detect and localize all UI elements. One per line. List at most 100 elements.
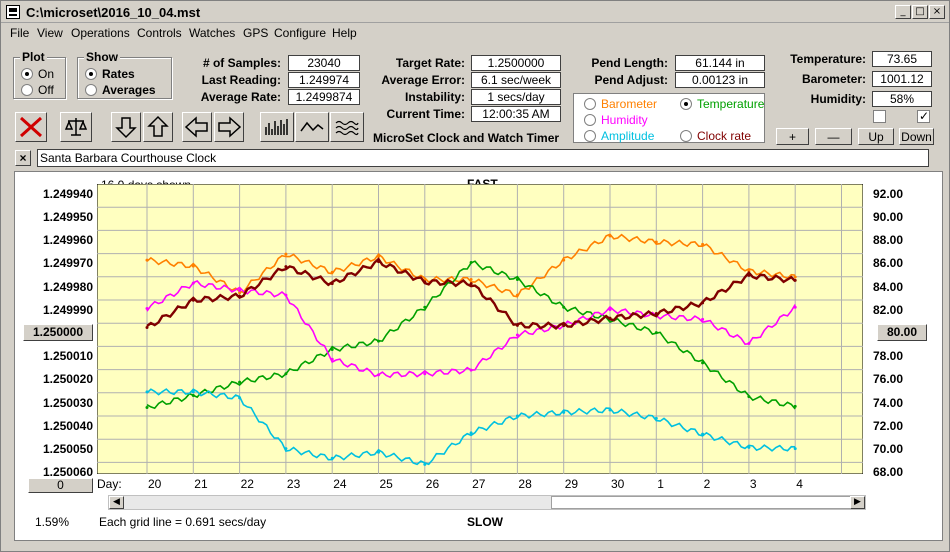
show-rates-radio[interactable]: Rates xyxy=(85,67,135,81)
clock-rate-radio[interactable]: Clock rate xyxy=(680,129,751,143)
data-point xyxy=(191,393,195,397)
menu-operations[interactable]: Operations xyxy=(71,26,130,40)
right-arrow-button[interactable] xyxy=(214,112,244,142)
left-axis-tick: 1.250060 xyxy=(42,465,93,479)
radio-selected-icon xyxy=(680,98,692,110)
maximize-button[interactable]: □ xyxy=(912,5,928,19)
data-point xyxy=(469,277,473,281)
data-point xyxy=(145,390,149,394)
clock-rate-series-label: Clock rate xyxy=(697,129,752,143)
up-button[interactable]: Up xyxy=(858,128,894,145)
plot-title: Plot xyxy=(20,50,47,64)
data-point xyxy=(145,406,149,410)
data-point xyxy=(238,291,242,295)
left-axis-tick: 1.249950 xyxy=(42,210,93,224)
down-button[interactable]: Down xyxy=(899,128,934,145)
multi-wave-button[interactable] xyxy=(330,112,364,142)
clock-name-field[interactable]: Santa Barbara Courthouse Clock xyxy=(37,149,929,167)
right-axis-tick: 78.00 xyxy=(873,349,904,363)
minimize-button[interactable]: _ xyxy=(895,5,911,19)
clock-rate-series-line xyxy=(146,257,797,330)
show-averages-radio[interactable]: Averages xyxy=(85,83,156,97)
right-center-button[interactable]: 80.00 xyxy=(877,324,927,341)
left-axis-tick: 1.249960 xyxy=(42,233,93,247)
data-point xyxy=(747,342,751,345)
barometer-radio[interactable]: Barometer xyxy=(584,97,657,111)
day-tick-label: 21 xyxy=(194,477,208,491)
pend-length-value: 61.144 in xyxy=(675,55,765,71)
bar-view-button[interactable] xyxy=(260,112,294,142)
left-checkbox[interactable] xyxy=(873,110,886,123)
plot-off-radio[interactable]: Off xyxy=(21,83,54,97)
data-point xyxy=(747,273,751,277)
right-axis-tick: 92.00 xyxy=(873,187,904,201)
data-point xyxy=(515,323,519,327)
amplitude-radio[interactable]: Amplitude xyxy=(584,129,654,143)
right-checkbox[interactable] xyxy=(917,109,930,123)
slow-label: SLOW xyxy=(467,515,503,529)
menu-gps[interactable]: GPS xyxy=(243,26,269,40)
humidity-radio[interactable]: Humidity xyxy=(584,113,648,127)
plot-on-label: On xyxy=(38,67,55,81)
temperature-series-label: Temperature xyxy=(697,97,765,111)
line-view-button[interactable] xyxy=(295,112,329,142)
clear-button[interactable] xyxy=(15,112,47,142)
menu-help[interactable]: Help xyxy=(332,26,357,40)
show-averages-label: Averages xyxy=(102,83,156,97)
scroll-left-arrow[interactable]: ◀ xyxy=(109,496,124,509)
zero-button[interactable]: 0 xyxy=(28,478,93,493)
data-point xyxy=(377,339,380,343)
radio-selected-icon xyxy=(21,68,33,80)
balance-button[interactable] xyxy=(60,112,92,142)
last-reading-value: 1.249974 xyxy=(288,72,360,88)
data-point xyxy=(562,324,566,328)
maximize-icon: □ xyxy=(915,6,925,17)
data-point xyxy=(793,305,797,309)
day-tick-label: 25 xyxy=(379,477,393,491)
menu-watches[interactable]: Watches xyxy=(189,26,236,40)
instability-label: Instability: xyxy=(404,90,465,104)
temperature-radio[interactable]: Temperature xyxy=(680,97,764,111)
data-point xyxy=(747,445,751,449)
radio-unselected-icon xyxy=(584,130,596,142)
scroll-thumb[interactable] xyxy=(551,496,851,509)
data-point xyxy=(284,265,288,269)
menu-view[interactable]: View xyxy=(37,26,63,40)
data-point xyxy=(654,240,658,244)
day-tick-label: 20 xyxy=(148,477,162,491)
window-title: C:\microset\2016_10_04.mst xyxy=(26,5,201,20)
day-tick-label: 1 xyxy=(657,477,664,491)
data-point xyxy=(515,277,519,281)
average-error-value: 6.1 sec/week xyxy=(471,72,561,88)
right-axis-tick: 70.00 xyxy=(873,442,904,456)
menu-file[interactable]: File xyxy=(10,26,30,40)
pend-adjust-label: Pend Adjust: xyxy=(594,73,668,87)
scroll-right-arrow[interactable]: ▶ xyxy=(850,496,865,509)
day-tick-label: 24 xyxy=(333,477,347,491)
left-center-button[interactable]: 1.250000 xyxy=(23,324,93,341)
down-arrow-button[interactable] xyxy=(111,112,141,142)
menu-configure[interactable]: Configure xyxy=(274,26,327,40)
plot-on-radio[interactable]: On xyxy=(21,67,54,81)
data-point xyxy=(469,282,473,286)
time-scrollbar[interactable]: ◀ ▶ xyxy=(108,495,866,510)
plus-button[interactable]: + xyxy=(776,128,809,145)
close-button[interactable]: × xyxy=(929,5,945,19)
left-axis-tick: 1.250030 xyxy=(42,396,93,410)
left-arrow-button[interactable] xyxy=(182,112,212,142)
close-clock-button[interactable]: × xyxy=(15,150,31,166)
menu-controls[interactable]: Controls xyxy=(137,26,182,40)
up-arrow-button[interactable] xyxy=(143,112,173,142)
day-tick-label: 29 xyxy=(564,477,579,491)
data-point xyxy=(654,312,658,316)
data-point xyxy=(423,372,427,376)
right-axis-tick: 72.00 xyxy=(873,419,904,433)
data-point xyxy=(562,305,566,309)
data-point xyxy=(608,234,612,238)
scale-icon xyxy=(64,118,88,136)
minus-button[interactable]: — xyxy=(815,128,852,145)
day-tick-label: 28 xyxy=(518,477,532,491)
day-prefix: Day: xyxy=(97,477,122,491)
minimize-icon: _ xyxy=(900,6,906,17)
